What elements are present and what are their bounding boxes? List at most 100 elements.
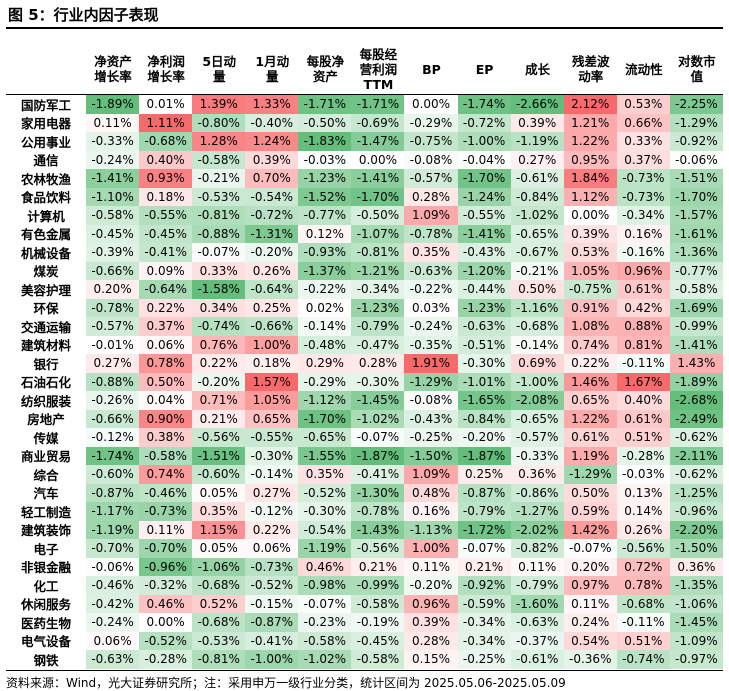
heat-cell: -0.30%	[351, 372, 405, 391]
heat-cell: -0.08%	[404, 391, 458, 410]
heat-cell: -0.24%	[86, 150, 140, 169]
heat-cell: -0.58%	[298, 631, 352, 650]
heat-cell: -1.35%	[669, 576, 723, 595]
heat-cell: -0.63%	[404, 261, 458, 280]
heat-cell: -0.20%	[457, 428, 511, 447]
row-label: 综合	[33, 467, 59, 483]
heat-cell: -0.68%	[510, 317, 564, 336]
table-row: 纺织服装 -0.26% 0.04% 0.71% 1.05% -1.12% -1.45% -0.…	[6, 391, 723, 410]
table-row: 计算机 -0.58% -0.55% -0.81% -0.72% -0.77% -0.50% 1…	[6, 206, 723, 225]
heat-cell: 0.59%	[563, 502, 617, 521]
heat-cell: -1.55%	[298, 446, 352, 465]
heat-cell: -1.19%	[510, 132, 564, 151]
heat-cell: 1.00%	[404, 539, 458, 558]
heat-cell: 0.11%	[510, 557, 564, 576]
heat-cell: 0.21%	[192, 409, 246, 428]
heat-cell: 0.95%	[563, 150, 617, 169]
row-label: 计算机	[27, 208, 65, 224]
heat-cell: -0.60%	[86, 465, 140, 484]
heat-cell: -0.87%	[245, 613, 299, 632]
heat-cell: -1.52%	[298, 187, 352, 206]
heat-cell: -1.89%	[86, 95, 140, 114]
heat-cell: -0.97%	[669, 650, 723, 669]
heat-cell: -0.01%	[86, 335, 140, 354]
heat-cell: -0.28%	[139, 650, 193, 669]
heat-cell: -0.80%	[192, 113, 246, 132]
heat-cell: -2.02%	[510, 520, 564, 539]
heat-cell: -1.27%	[510, 502, 564, 521]
column-header: EP	[457, 44, 511, 94]
heat-cell: -0.52%	[245, 576, 299, 595]
heat-cell: 0.96%	[616, 261, 670, 280]
heat-cell: -0.21%	[510, 261, 564, 280]
column-header: 对数市 值	[669, 44, 723, 94]
heat-cell: -0.07%	[298, 594, 352, 613]
table-row: 农林牧渔 -1.41% 0.93% -0.21% 0.70% -1.23% -1.41% -0…	[6, 169, 723, 188]
heat-cell: -0.25%	[457, 650, 511, 669]
column-header: 流动性	[616, 44, 670, 94]
heat-cell: 0.35%	[404, 243, 458, 262]
heat-cell: -0.20%	[404, 576, 458, 595]
heat-cell: -0.63%	[457, 317, 511, 336]
heat-cell: -0.55%	[457, 206, 511, 225]
heat-cell: -1.29%	[669, 113, 723, 132]
heat-cell: -0.79%	[510, 576, 564, 595]
row-label: 国防军工	[20, 97, 71, 113]
heat-cell: 0.53%	[616, 95, 670, 114]
heat-cell: -0.07%	[563, 539, 617, 558]
heat-cell: -0.69%	[351, 113, 405, 132]
row-label: 商业贸易	[20, 449, 71, 465]
heat-cell: -0.66%	[86, 261, 140, 280]
heat-cell: -1.74%	[86, 446, 140, 465]
heat-cell: -0.20%	[245, 243, 299, 262]
heat-cell: 0.26%	[245, 261, 299, 280]
heat-cell: -0.29%	[404, 113, 458, 132]
table-row: 食品饮料 -1.10% 0.18% -0.53% -0.54% -1.52% -1.70% 0…	[6, 187, 723, 206]
table-row: 电气设备 0.06% -0.52% -0.53% -0.41% -0.58% -0.45% 0…	[6, 631, 723, 650]
heat-cell: 0.12%	[298, 224, 352, 243]
heat-cell: 0.21%	[457, 557, 511, 576]
table-row: 家用电器 0.11% 1.11% -0.80% -0.40% -0.50% -0.69% -0…	[6, 113, 723, 132]
heat-cell: 1.22%	[563, 409, 617, 428]
heat-cell: 1.84%	[563, 169, 617, 188]
heat-cell: 1.05%	[563, 261, 617, 280]
heat-cell: -1.51%	[192, 446, 246, 465]
heat-cell: -1.60%	[510, 594, 564, 613]
heat-cell: -1.21%	[351, 261, 405, 280]
heat-cell: 0.51%	[616, 428, 670, 447]
table-row: 医药生物 -0.24% 0.00% -0.68% -0.87% -0.23% -0.19% 0…	[6, 613, 723, 632]
heat-cell: -1.02%	[298, 650, 352, 669]
heat-cell: -0.50%	[351, 206, 405, 225]
heat-cell: -2.11%	[669, 446, 723, 465]
heat-cell: 0.33%	[616, 132, 670, 151]
heat-cell: 0.21%	[351, 557, 405, 576]
heat-cell: 0.11%	[139, 520, 193, 539]
row-label: 化工	[33, 578, 59, 594]
heat-cell: -1.06%	[669, 594, 723, 613]
heat-cell: -0.34%	[457, 613, 511, 632]
heat-cell: 0.40%	[139, 150, 193, 169]
heat-cell: 0.74%	[139, 465, 193, 484]
heat-cell: -0.58%	[86, 206, 140, 225]
heat-cell: -0.86%	[510, 483, 564, 502]
heat-cell: 0.05%	[192, 483, 246, 502]
row-label: 轻工制造	[20, 504, 71, 520]
heat-cell: 0.35%	[192, 502, 246, 521]
heat-cell: -1.58%	[192, 280, 246, 299]
heat-cell: -0.07%	[457, 539, 511, 558]
heat-cell: -1.50%	[404, 446, 458, 465]
heat-cell: 0.27%	[86, 354, 140, 373]
heat-cell: -1.41%	[457, 224, 511, 243]
heat-cell: -0.75%	[563, 280, 617, 299]
heat-cell: -0.72%	[245, 206, 299, 225]
heat-cell: -2.66%	[510, 95, 564, 114]
row-label: 美容护理	[20, 282, 71, 298]
row-label: 汽车	[33, 486, 59, 502]
heat-cell: -0.34%	[616, 206, 670, 225]
heat-cell: -0.30%	[457, 354, 511, 373]
heat-cell: -0.34%	[351, 280, 405, 299]
heat-cell: 0.28%	[404, 631, 458, 650]
heat-cell: -0.21%	[192, 169, 246, 188]
heat-cell: -0.88%	[86, 372, 140, 391]
heat-cell: -0.88%	[192, 224, 246, 243]
